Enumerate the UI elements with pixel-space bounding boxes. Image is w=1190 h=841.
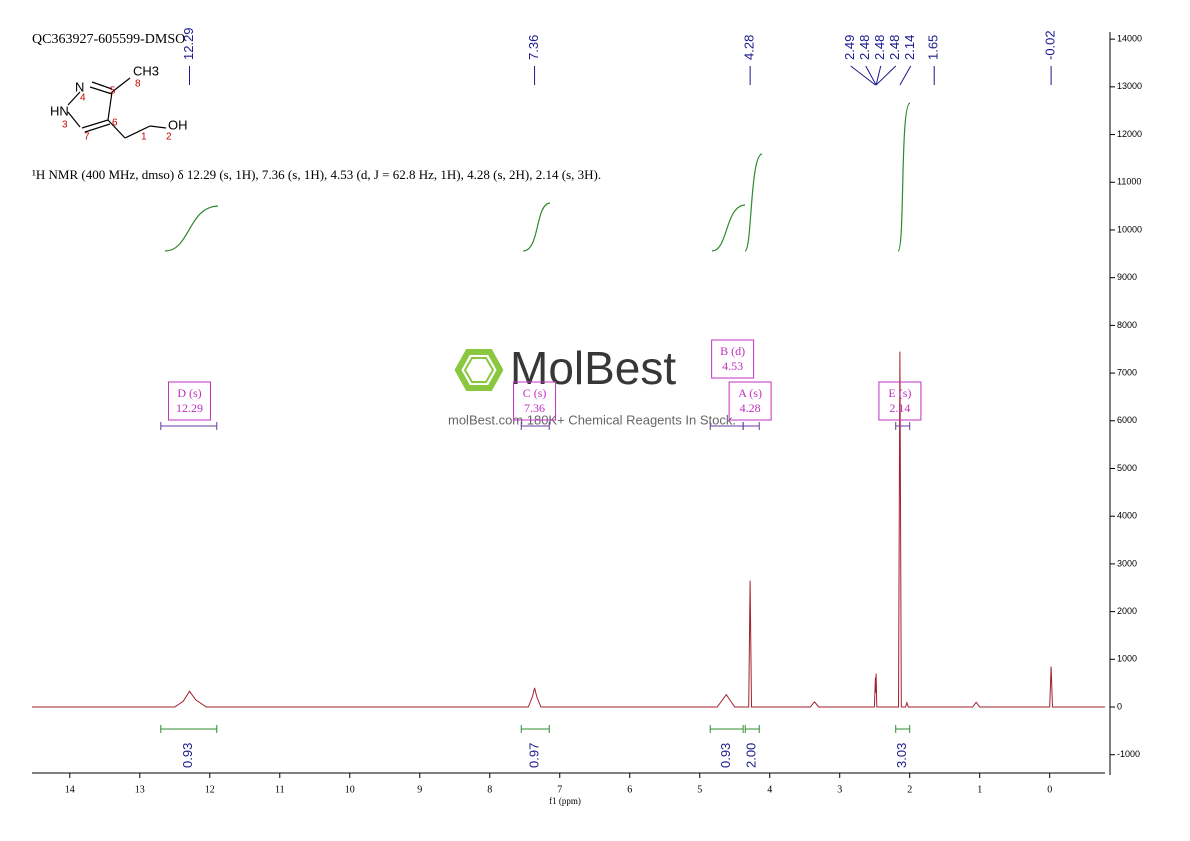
- atom: CH3: [133, 63, 159, 78]
- x-tick-label: 6: [627, 784, 632, 795]
- y-tick-label: 8000: [1117, 320, 1137, 330]
- atom-labels: N HN CH3 OH: [50, 63, 188, 132]
- x-tick-label: 9: [417, 784, 422, 795]
- atom-number: 4: [80, 93, 86, 104]
- y-tick-label: 2000: [1117, 606, 1137, 616]
- multiplet-name: D (s): [177, 386, 201, 400]
- multiplet-box: [167, 381, 211, 421]
- integral-curves: [164, 102, 911, 252]
- atom-number: 6: [112, 118, 118, 129]
- y-tick-label: 4000: [1117, 511, 1137, 521]
- x-tick-label: 14: [65, 784, 75, 795]
- atom-number: 5: [110, 86, 116, 97]
- watermark-tagline: molBest.com 180K+ Chemical Reagents In S…: [448, 412, 736, 427]
- x-tick-label: 10: [345, 784, 355, 795]
- multiplet-name: C (s): [523, 386, 547, 400]
- integral-label: 3.03: [894, 743, 909, 768]
- multiplet-shift: 7.36: [524, 401, 545, 415]
- multiplet-name: A (s): [738, 386, 762, 400]
- y-tick-label: 11000: [1117, 177, 1141, 187]
- integral-label: 0.93: [180, 743, 195, 768]
- peak-label: 2.49: [842, 35, 857, 60]
- atom: N: [75, 79, 84, 94]
- x-tick-label: 1: [977, 784, 982, 795]
- x-tick-label: 0: [1047, 784, 1052, 795]
- peak-label: 2.14: [902, 35, 917, 60]
- integral-label: 0.93: [718, 743, 733, 768]
- x-axis-label: f1 (ppm): [549, 796, 581, 806]
- y-tick-label: 14000: [1117, 34, 1142, 44]
- x-tick-label: 3: [837, 784, 842, 795]
- x-tick-label: 11: [275, 784, 285, 795]
- y-tick-label: 0: [1117, 701, 1122, 711]
- peak-marker: [875, 65, 882, 86]
- y-tick-label: 3000: [1117, 558, 1137, 568]
- y-tick-label: 7000: [1117, 367, 1137, 377]
- atom-number: 1: [141, 132, 147, 143]
- multiplet-name: B (d): [720, 344, 745, 358]
- x-tick-label: 8: [487, 784, 492, 795]
- peak-label: 2.48: [887, 35, 902, 60]
- multiplet-box: [513, 381, 557, 421]
- peak-marker: [875, 65, 897, 86]
- peak-label: 4.28: [742, 35, 757, 60]
- atom: OH: [168, 117, 188, 132]
- multiplet-name: E (s): [888, 386, 911, 400]
- peak-label: 2.48: [857, 35, 872, 60]
- x-tick-label: 4: [767, 784, 772, 795]
- chart-title: QC363927-605599-DMSO: [32, 32, 185, 47]
- peak-label: -0.02: [1043, 30, 1058, 60]
- multiplet-shift: 2.14: [889, 401, 910, 415]
- peak-label: 12.29: [181, 27, 196, 60]
- peak-marker: [850, 65, 876, 86]
- y-tick-label: 10000: [1117, 224, 1142, 234]
- integral-label: 2.00: [744, 743, 759, 768]
- multiplet-shift: 12.29: [176, 401, 203, 415]
- multiplet-shift: 4.53: [722, 359, 743, 373]
- y-tick-label: 5000: [1117, 463, 1137, 473]
- x-tick-label: 12: [205, 784, 215, 795]
- y-tick-label: -1000: [1117, 749, 1140, 759]
- atom-number: 8: [135, 79, 141, 90]
- multiplet-box: [878, 381, 922, 421]
- x-tick-label: 2: [907, 784, 912, 795]
- peak-label: 1.65: [926, 35, 941, 60]
- multiplet-box: [711, 339, 755, 379]
- peak-label: 2.48: [872, 35, 887, 60]
- x-tick-label: 7: [557, 784, 562, 795]
- atom-numbers: 4 5 8 3 7 6 1 2: [62, 79, 172, 143]
- spectrum-line: [32, 351, 1105, 708]
- peak-marker: [899, 65, 912, 86]
- peak-marker: [865, 65, 877, 86]
- atom-number: 7: [84, 132, 90, 143]
- y-tick-label: 9000: [1117, 272, 1137, 282]
- integral-label: 0.97: [527, 743, 542, 768]
- multiplet-box: [728, 381, 772, 421]
- watermark-brand: MolBest: [510, 342, 676, 394]
- structure: [67, 77, 167, 139]
- atom-number: 2: [166, 132, 172, 143]
- x-tick-label: 13: [135, 784, 145, 795]
- y-tick-label: 6000: [1117, 415, 1137, 425]
- atom-number: 3: [62, 120, 68, 131]
- y-tick-label: 12000: [1117, 129, 1142, 139]
- peak-label: 7.36: [526, 35, 541, 60]
- atom: HN: [50, 103, 69, 118]
- description: ¹H NMR (400 MHz, dmso) δ 12.29 (s, 1H), …: [32, 167, 602, 182]
- y-tick-label: 1000: [1117, 654, 1137, 664]
- x-tick-label: 5: [697, 784, 702, 795]
- watermark: MolBest molBest.com 180K+ Chemical Reage…: [448, 342, 736, 427]
- y-tick-label: 13000: [1117, 81, 1142, 91]
- multiplet-shift: 4.28: [740, 401, 761, 415]
